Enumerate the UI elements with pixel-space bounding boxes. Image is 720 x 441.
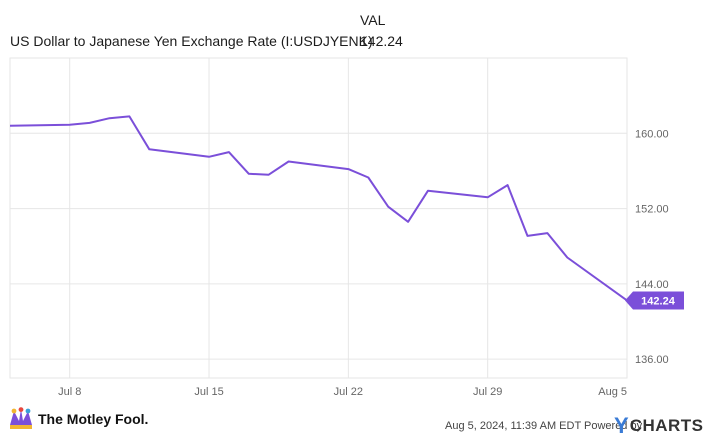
x-tick-label: Jul 15 — [194, 386, 223, 398]
x-tick-label: Jul 8 — [58, 386, 81, 398]
value-column-header: VAL — [360, 12, 386, 28]
series-name: US Dollar to Japanese Yen Exchange Rate … — [10, 33, 373, 49]
timestamp-powered-by: Aug 5, 2024, 11:39 AM EDT Powered by — [445, 420, 643, 432]
y-tick-label: 152.00 — [635, 204, 669, 216]
plot-frame — [9, 57, 628, 379]
jester-hat-icon — [10, 407, 32, 429]
ycharts-wordmark: CHARTS — [629, 416, 704, 435]
last-value-badge — [625, 291, 684, 310]
series-line — [9, 115, 628, 302]
motley-fool-logo: The Motley Fool. — [8, 407, 148, 431]
x-tick-label: Jul 22 — [334, 386, 363, 398]
ycharts-y-mark: Y — [614, 413, 629, 438]
last-value-label: 142.24 — [641, 295, 676, 307]
series-current-value: 142.24 — [360, 33, 403, 49]
x-tick-label: Jul 29 — [473, 386, 502, 398]
brand-name: The Motley Fool. — [38, 411, 149, 427]
y-tick-label: 136.00 — [635, 354, 669, 366]
y-tick-label: 144.00 — [635, 279, 669, 291]
y-tick-label: 160.00 — [635, 128, 669, 140]
ycharts-logo: Y CHARTS — [614, 413, 704, 439]
x-tick-label: Aug 5 — [598, 386, 627, 398]
